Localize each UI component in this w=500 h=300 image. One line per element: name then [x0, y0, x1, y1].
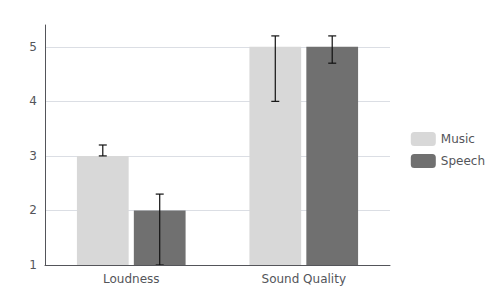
svg-text:3: 3: [29, 149, 37, 163]
svg-text:Speech: Speech: [441, 154, 485, 168]
svg-text:5: 5: [29, 40, 37, 54]
svg-text:2: 2: [29, 203, 37, 217]
svg-text:Loudness: Loudness: [103, 272, 160, 286]
svg-text:4: 4: [29, 94, 37, 108]
svg-text:Sound Quality: Sound Quality: [262, 272, 346, 286]
svg-text:1: 1: [29, 258, 37, 272]
svg-text:Music: Music: [441, 132, 475, 146]
